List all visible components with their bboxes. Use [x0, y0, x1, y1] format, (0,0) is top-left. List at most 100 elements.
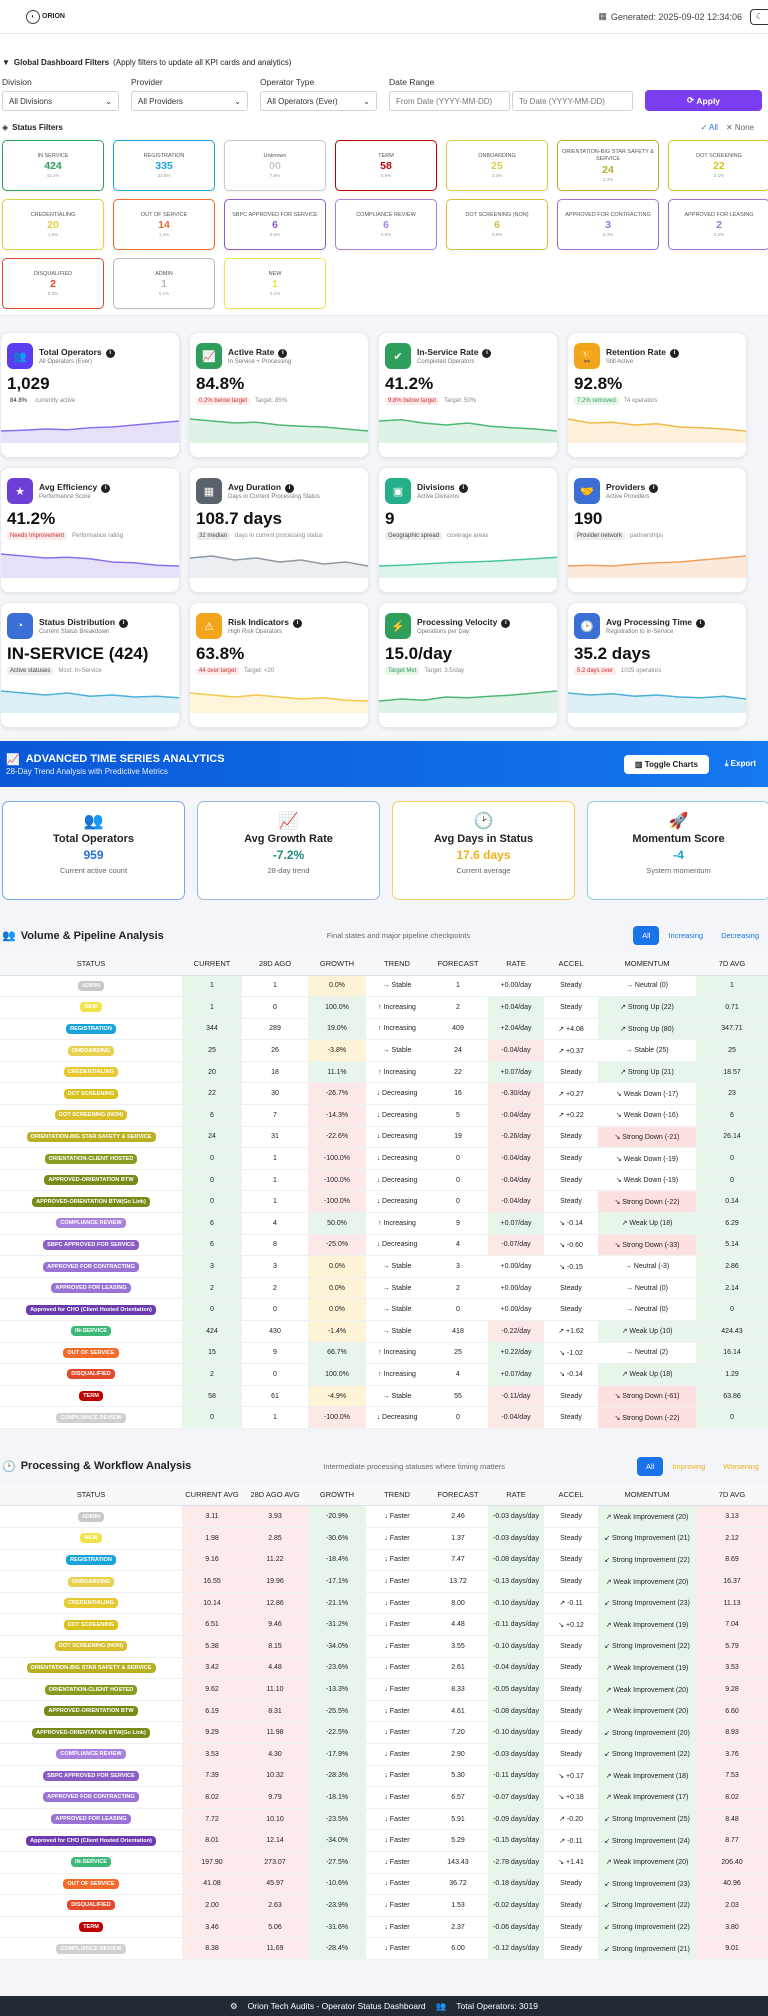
column-header[interactable]: 7D AVG [696, 953, 768, 976]
status-filter-card[interactable]: APPROVED FOR LEASING 2 0.2% [668, 199, 768, 250]
kpi-card[interactable]: ◔ Status Distribution i Current Status Brea… [0, 602, 180, 728]
table-row[interactable]: APPROVED-ORIENTATION BTW(Go Link) 9.29 11.… [0, 1721, 768, 1744]
info-icon[interactable]: i [292, 618, 302, 628]
table-row[interactable]: REGISTRATION 344 289 19.0% ↑ Increasing 409 +2… [0, 1018, 768, 1041]
table-row[interactable]: ADMIN 3.11 3.93 -20.9% ↓ Faster 2.46 -0.03 day… [0, 1505, 768, 1529]
provider-select[interactable]: All Providers ⌄ [131, 91, 248, 111]
table-row[interactable]: ORIENTATION-BIG STAR SAFETY & SERVICE 24 3… [0, 1126, 768, 1149]
segment-improving[interactable]: Improving [672, 1461, 706, 1471]
column-header[interactable]: RATE [488, 1483, 544, 1507]
table-row[interactable]: COMPLIANCE REVIEW 8.38 11.69 -28.4% ↓ Faster… [0, 1937, 768, 1960]
to-date-input[interactable] [512, 91, 633, 111]
column-header[interactable]: CURRENT [182, 953, 242, 976]
status-filter-card[interactable]: ONBOARDING 25 2.4% [446, 140, 548, 191]
column-header[interactable]: FORECAST [428, 1483, 488, 1507]
status-filter-card[interactable]: TERM 58 5.6% [335, 140, 437, 191]
table-row[interactable]: DOT SCREENING (NON) 5.38 8.15 -34.0% ↓ Faste… [0, 1635, 768, 1658]
table-row[interactable]: DOT SCREENING 22 30 -26.7% ↓ Decreasing 16 -0.… [0, 1082, 768, 1106]
table-row[interactable]: APPROVED-ORIENTATION BTW(Go Link) 0 1 -100.… [0, 1190, 768, 1214]
select-all-link[interactable]: ✓ All [700, 123, 718, 132]
kpi-card[interactable]: 📈 Active Rate i In Service + Processing 84.8… [189, 332, 369, 458]
info-icon[interactable]: i [105, 348, 115, 358]
table-row[interactable]: COMPLIANCE REVIEW 0 1 -100.0% ↓ Decreasing 0-… [0, 1406, 768, 1429]
column-header[interactable]: RATE [488, 953, 544, 976]
kpi-card[interactable]: 🤝 Providers i Active Providers 190 Provider n… [567, 467, 747, 593]
table-row[interactable]: DISQUALIFIED 2.00 2.63 -23.9% ↓ Faster 1.53 -0… [0, 1894, 768, 1917]
table-row[interactable]: NEW 1.98 2.85 -30.6% ↓ Faster 1.37 -0.03 days/… [0, 1527, 768, 1550]
status-filter-card[interactable]: ADMIN 1 0.1% [113, 258, 215, 309]
column-header[interactable]: 28D AGO AVG [242, 1483, 308, 1507]
table-row[interactable]: CREDENTIALING 20 18 11.1% ↑ Increasing 22 +0.0… [0, 1061, 768, 1084]
status-filter-card[interactable]: APPROVED FOR CONTRACTING 3 0.3% [557, 199, 659, 250]
column-header[interactable]: ACCEL [544, 1483, 598, 1507]
table-row[interactable]: Approved for CHO (Client Hosted Orientat… [0, 1829, 768, 1852]
table-row[interactable]: SBPC APPROVED FOR SERVICE 7.39 10.32 -28.3%… [0, 1765, 768, 1788]
info-icon[interactable]: i [119, 618, 129, 628]
info-icon[interactable]: i [649, 483, 659, 493]
table-row[interactable]: REGISTRATION 9.16 11.22 -18.4% ↓ Faster 7.47-… [0, 1549, 768, 1572]
segment-all[interactable]: All [633, 926, 660, 945]
status-filter-card[interactable]: ORIENTATION-BIG STAR SAFETY & SERVICE 24 2… [557, 140, 659, 191]
info-icon[interactable]: i [101, 483, 111, 493]
table-row[interactable]: ORIENTATION-CLIENT HOSTED 9.62 11.10 -13.3%… [0, 1678, 768, 1701]
table-row[interactable]: APPROVED FOR LEASING 2 2 0.0% → Stable 2 +0.00… [0, 1277, 768, 1300]
from-date-input[interactable] [389, 91, 510, 111]
segment-all[interactable]: All [636, 1456, 664, 1476]
kpi-card[interactable]: 🏆 Retention Rate i Still Active 92.8% 7.2% re… [567, 332, 747, 458]
info-icon[interactable]: i [482, 348, 492, 358]
info-icon[interactable]: i [458, 483, 468, 493]
column-header[interactable]: FORECAST [428, 953, 488, 976]
kpi-card[interactable]: ★ Avg Efficiency i Performance Score 41.2% Ne… [0, 467, 180, 593]
status-filter-card[interactable]: SBPC APPROVED FOR SERVICE 6 0.6% [224, 199, 326, 250]
table-row[interactable]: APPROVED FOR LEASING 7.72 10.10 -23.5% ↓ Fas… [0, 1808, 768, 1831]
table-row[interactable]: ORIENTATION-BIG STAR SAFETY & SERVICE 3.4… [0, 1657, 768, 1680]
table-row[interactable]: IN-SERVICE 424 430 -1.4% → Stable 418 -0.22/da… [0, 1320, 768, 1343]
column-header[interactable]: STATUS [0, 1483, 182, 1507]
status-filter-card[interactable]: Unknown 00 7.8% [224, 140, 326, 191]
kpi-card[interactable]: ▦ Avg Duration i Days in Current Processing… [189, 467, 369, 593]
kpi-card[interactable]: ⚠ Risk Indicators i High Risk Operators 63.8… [189, 602, 369, 728]
status-filter-card[interactable]: CREDENTIALING 20 1.9% [2, 199, 104, 250]
info-icon[interactable]: i [278, 348, 288, 358]
table-row[interactable]: IN-SERVICE 197.90 273.07 -27.5% ↓ Faster 143.… [0, 1851, 768, 1874]
column-header[interactable]: TREND [366, 953, 428, 976]
table-row[interactable]: APPROVED FOR CONTRACTING 3 3 0.0% → Stable 3 +… [0, 1255, 768, 1278]
table-row[interactable]: DOT SCREENING 6.51 9.46 -31.2% ↓ Faster 4.48-… [0, 1613, 768, 1637]
segment-worsening[interactable]: Worsening [723, 1461, 759, 1471]
status-filter-card[interactable]: REGISTRATION 335 32.6% [113, 140, 215, 191]
apply-button[interactable]: ⟳ Apply [645, 90, 762, 111]
column-header[interactable]: 7D AVG [696, 1483, 768, 1507]
info-icon[interactable]: i [501, 618, 511, 628]
table-row[interactable]: ADMIN 1 1 0.0% → Stable 1 +0.00/day Steady → Neu… [0, 975, 768, 998]
status-filter-card[interactable]: OUT OF SERVICE 14 1.4% [113, 199, 215, 250]
table-row[interactable]: NEW 1 0 100.0% ↑ Increasing 2 +0.04/day Steady ↗… [0, 996, 768, 1019]
kpi-card[interactable]: ✔ In-Service Rate i Completed Operators 41.2… [378, 332, 558, 458]
table-row[interactable]: SBPC APPROVED FOR SERVICE 6 8 -25.0% ↓ Decre… [0, 1234, 768, 1257]
table-row[interactable]: APPROVED-ORIENTATION BTW 0 1 -100.0% ↓ Decre… [0, 1169, 768, 1192]
operator-type-select[interactable]: All Operators (Ever) ⌄ [260, 91, 377, 111]
table-row[interactable]: APPROVED FOR CONTRACTING 8.02 9.79 -18.1% ↓ … [0, 1786, 768, 1809]
table-row[interactable]: OUT OF SERVICE 41.08 45.97 -10.6% ↓ Faster 36… [0, 1873, 768, 1896]
column-header[interactable]: GROWTH [308, 953, 366, 976]
table-row[interactable]: TERM 58 61 -4.9% → Stable 55 -0.11/day Steady ↘ … [0, 1385, 768, 1408]
status-filter-card[interactable]: DISQUALIFIED 2 0.2% [2, 258, 104, 309]
column-header[interactable]: GROWTH [308, 1483, 366, 1507]
column-header[interactable]: MOMENTUM [598, 1483, 696, 1507]
select-none-link[interactable]: ✕ None [725, 123, 754, 132]
table-row[interactable]: ORIENTATION-CLIENT HOSTED 0 1 -100.0% ↓ Decr… [0, 1147, 768, 1170]
info-icon[interactable]: i [669, 348, 679, 358]
kpi-card[interactable]: 👥 Total Operators i All Operators (Ever) 1,0… [0, 332, 180, 458]
status-filter-card[interactable]: NEW 1 0.1% [224, 258, 326, 309]
table-row[interactable]: ONBOARDING 16.55 19.96 -17.1% ↓ Faster 13.72-… [0, 1570, 768, 1593]
export-button[interactable]: ⤓ Export [724, 759, 756, 768]
kpi-card[interactable]: 🕑 Avg Processing Time i Registration to In-… [567, 602, 747, 728]
status-filter-card[interactable]: DOT SCREENING (NON) 6 0.6% [446, 199, 548, 250]
column-header[interactable]: 28D AGO [242, 953, 308, 976]
kpi-card[interactable]: ▣ Divisions i Active Divisions 9 Geographic s… [378, 467, 558, 593]
status-filter-card[interactable]: DOT SCREENING 22 2.1% [668, 140, 768, 191]
status-filter-card[interactable]: IN SERVICE 424 41.2% [2, 140, 104, 191]
table-row[interactable]: DISQUALIFIED 2 0 100.0% ↑ Increasing 4 +0.07/d… [0, 1363, 768, 1386]
division-select[interactable]: All Divisions ⌄ [2, 91, 119, 111]
column-header[interactable]: MOMENTUM [598, 953, 696, 976]
status-filter-card[interactable]: COMPLIANCE REVIEW 6 0.6% [335, 199, 437, 250]
